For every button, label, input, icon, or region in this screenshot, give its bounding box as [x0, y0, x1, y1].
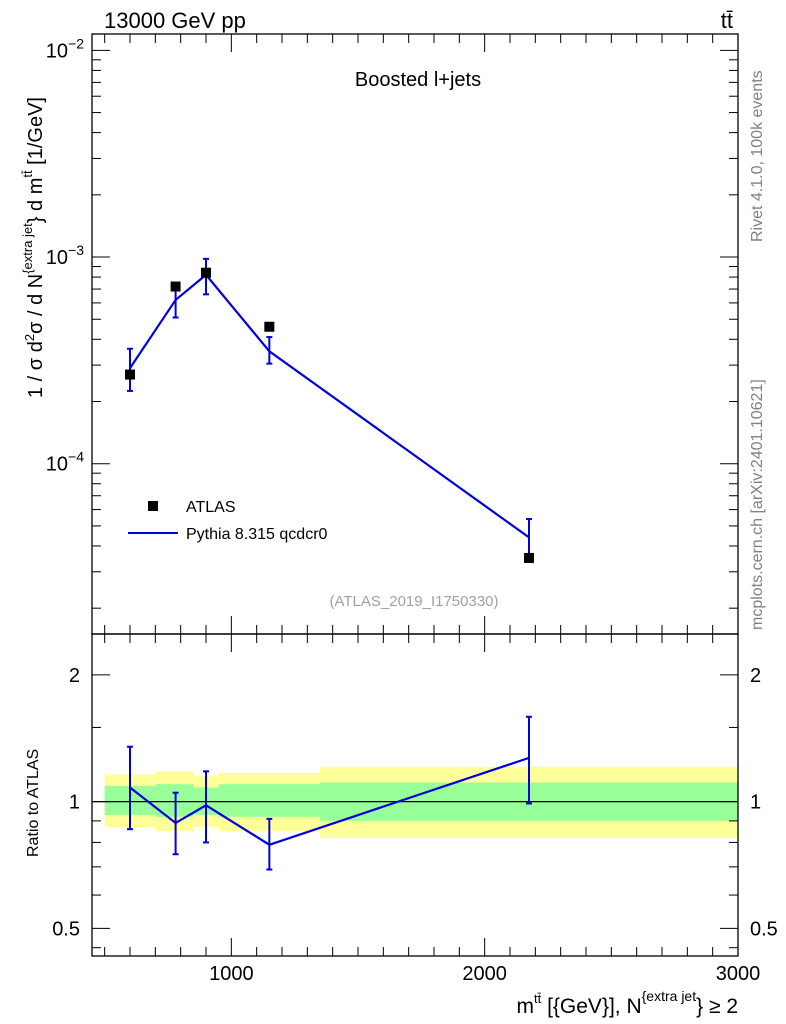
main-ticks: 10−410−310−2	[46, 34, 739, 634]
rivet-version-label: Rivet 4.1.0, 100k events	[749, 70, 766, 242]
legend-atlas-marker	[148, 501, 158, 511]
legend-atlas-label: ATLAS	[186, 499, 236, 516]
y-tick-label-ratio-right: 1	[750, 792, 761, 814]
main-y-axis-label: 1 / σ d2σ / d N{extra jet} d mtt̄ [1/GeV…	[20, 97, 47, 398]
atlas-data-point	[201, 267, 211, 278]
y-label-part-c: } d m	[25, 178, 47, 224]
y-tick-label-main: 10−2	[46, 35, 84, 62]
main-panel: 10−410−310−2 Boosted l+jets (ATLAS_2019_…	[20, 33, 739, 635]
y-tick-label-ratio-left: 0.5	[52, 918, 80, 940]
ratio-y-axis-label: Ratio to ATLAS	[25, 749, 42, 857]
y-tick-label-base: 10	[46, 40, 68, 62]
legend-pythia-label: Pythia 8.315 qcdcr0	[186, 526, 328, 543]
atlas-data-point	[264, 321, 275, 332]
analysis-id-label: (ATLAS_2019_I1750330)	[329, 593, 498, 610]
y-tick-label-ratio-left: 1	[69, 792, 80, 814]
ratio-marks	[127, 715, 532, 871]
x-label-m: m	[517, 995, 535, 1018]
main-marks	[125, 257, 534, 563]
ratio-inner-band	[218, 784, 320, 817]
y-label-sup-extra-jet: {extra jet	[20, 223, 35, 274]
x-label-sup-extra-jet: {extra jet	[642, 988, 697, 1004]
y-tick-label-exp: −3	[68, 242, 84, 258]
atlas-data-point	[125, 369, 135, 380]
energy-label: 13000 GeV pp	[104, 8, 246, 33]
ratio-bands	[92, 766, 738, 838]
y-tick-label-base: 10	[46, 454, 68, 476]
x-tick-label: 1000	[209, 963, 254, 985]
y-tick-label-main: 10−4	[46, 449, 84, 476]
process-label: tt̄	[721, 8, 733, 33]
x-axis-label: mtt̄ [{GeV}], N{extra jet} ≥ 2	[517, 988, 739, 1018]
y-tick-label-ratio-right: 2	[750, 665, 761, 687]
x-label-sup-tt: tt̄	[534, 991, 542, 1006]
y-label-sup-tt: tt̄	[20, 170, 35, 178]
y-tick-label-base: 10	[46, 247, 68, 269]
ratio-ticks: 1000 2000 3000 0.5 0.5 1 1 2 2	[52, 634, 778, 985]
y-tick-label-main: 10−3	[46, 242, 84, 269]
y-label-part-a: 1 / σ d	[25, 341, 47, 398]
main-frame	[91, 33, 739, 635]
x-tick-label: 2000	[462, 963, 507, 985]
main-plot-area	[92, 34, 738, 634]
y-tick-label-exp: −2	[68, 35, 84, 51]
atlas-data-point	[524, 552, 534, 563]
y-tick-label-exp: −4	[68, 449, 84, 465]
x-label-middle: [{GeV}], N	[541, 995, 641, 1018]
x-tick-label: 3000	[716, 963, 761, 985]
y-tick-label-ratio-right: 0.5	[750, 918, 778, 940]
x-label-tail: } ≥ 2	[696, 995, 738, 1018]
ratio-frame	[91, 633, 739, 957]
y-label-sup-2: 2	[22, 334, 37, 341]
ratio-panel: 1000 2000 3000 0.5 0.5 1 1 2 2 Ratio to ATLAS	[25, 633, 778, 985]
y-label-part-d: [1/GeV]	[25, 97, 47, 170]
mcplots-label: mcplots.cern.ch [arXiv:2401.10621]	[749, 379, 766, 630]
legend: ATLAS Pythia 8.315 qcdcr0	[128, 499, 328, 543]
y-label-part-b: σ / d N	[25, 274, 47, 334]
y-tick-label-ratio-left: 2	[69, 665, 80, 687]
chart-title: Boosted l+jets	[355, 69, 481, 91]
atlas-data-point	[170, 281, 181, 292]
